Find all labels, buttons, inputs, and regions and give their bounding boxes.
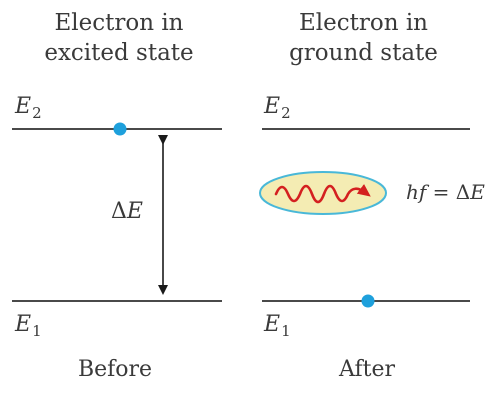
after-title: Electron in ground state (256, 8, 471, 68)
before-title: Electron in excited state (14, 8, 224, 68)
eq-equals-delta: = Δ (426, 180, 471, 204)
photon-energy-equation: hf = ΔE (406, 180, 485, 204)
before-caption: Before (77, 357, 153, 382)
before-title-line1: Electron in (54, 10, 184, 36)
eq-f: f (418, 180, 427, 204)
photon-wave (274, 184, 371, 204)
before-e2-symbol: E (15, 94, 32, 119)
before-e2-label: E2 (15, 94, 42, 122)
after-e2-symbol: E (264, 94, 281, 119)
before-e2-subscript: 2 (32, 104, 42, 122)
before-e1-symbol: E (15, 312, 32, 337)
delta-e-symbol: E (126, 199, 143, 224)
before-e1-subscript: 1 (32, 322, 42, 340)
delta-symbol: Δ (111, 199, 127, 224)
before-electron-dot (113, 122, 127, 136)
before-e1-label: E1 (15, 312, 42, 340)
before-title-line2: excited state (44, 40, 194, 66)
after-e1-symbol: E (264, 312, 281, 337)
after-e1-subscript: 1 (281, 322, 291, 340)
after-caption: After (338, 357, 396, 382)
after-e1-label: E1 (264, 312, 291, 340)
eq-e: E (470, 180, 485, 204)
after-title-line1: Electron in (298, 10, 428, 36)
eq-h: h (406, 180, 419, 204)
after-title-line2: ground state (289, 40, 438, 66)
delta-e-label: ΔE (111, 199, 143, 224)
after-e2-subscript: 2 (281, 104, 291, 122)
after-electron-dot (361, 294, 375, 308)
after-e2-label: E2 (264, 94, 291, 122)
